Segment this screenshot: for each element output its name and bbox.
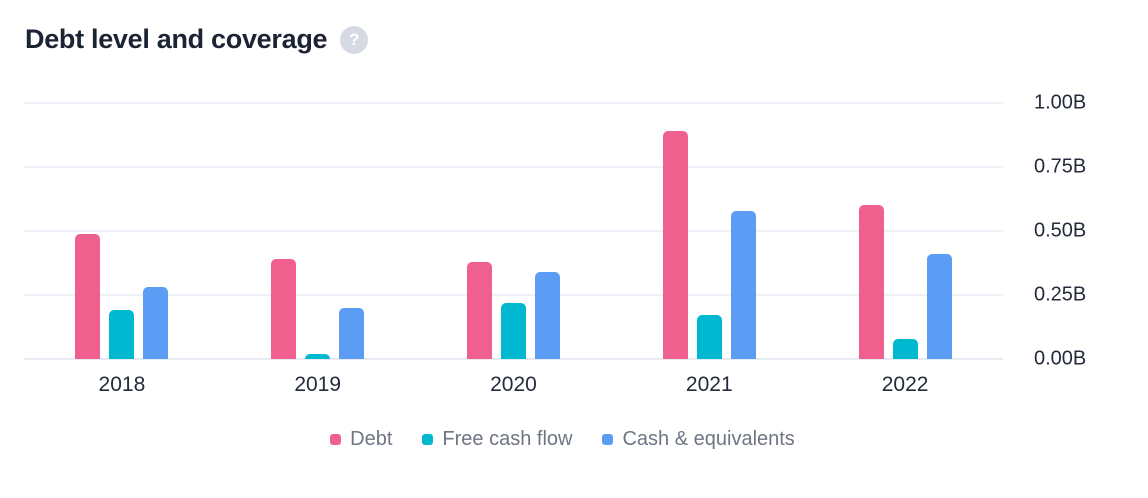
legend-label-cash-equivalents: Cash & equivalents <box>622 428 795 450</box>
legend-label-debt: Debt <box>350 428 393 450</box>
bar-cash-equivalents-2019[interactable] <box>339 307 365 359</box>
y-axis-labels: 1.00B 0.75B 0.50B 0.25B 0.00B <box>1034 92 1144 370</box>
bar-debt-2022[interactable] <box>858 205 884 359</box>
help-icon[interactable]: ? <box>340 25 369 54</box>
x-tick-2019: 2019 <box>294 373 342 396</box>
legend-item-free-cash-flow[interactable]: Free cash flow <box>422 428 572 451</box>
legend-swatch-debt <box>330 434 342 445</box>
y-tick-0-25b: 0.25B <box>1034 283 1087 306</box>
x-tick-2022: 2022 <box>881 373 929 396</box>
legend-swatch-cash-equivalents <box>602 434 614 445</box>
bar-free-cash-flow-2020[interactable] <box>500 302 526 359</box>
chart-title: Debt level and coverage <box>25 24 328 54</box>
gridline <box>24 166 1003 168</box>
bar-slot-2021 <box>611 103 807 359</box>
bar-free-cash-flow-2022[interactable] <box>892 338 918 359</box>
legend-item-debt[interactable]: Debt <box>330 428 392 451</box>
bar-slot-2019 <box>220 103 416 359</box>
legend-label-free-cash-flow: Free cash flow <box>442 428 573 450</box>
bar-debt-2020[interactable] <box>466 261 492 359</box>
x-tick-2021: 2021 <box>685 373 733 396</box>
bar-debt-2019[interactable] <box>271 259 297 359</box>
chart-legend: Debt Free cash flow Cash & equivalents <box>0 428 1125 451</box>
gridline-baseline <box>24 358 1003 360</box>
y-tick-0-75b: 0.75B <box>1034 155 1087 178</box>
bar-free-cash-flow-2019[interactable] <box>305 353 331 359</box>
chart-header: Debt level and coverage ? <box>25 24 369 55</box>
bar-group-2018 <box>75 103 169 359</box>
y-tick-0-50b: 0.50B <box>1034 219 1087 242</box>
bar-group-2022 <box>858 103 952 359</box>
bar-debt-2021[interactable] <box>662 131 688 359</box>
bar-cash-equivalents-2021[interactable] <box>730 210 756 359</box>
bar-group-2019 <box>271 103 365 359</box>
chart-plot-area <box>24 102 1003 360</box>
bar-group-2020 <box>466 103 560 359</box>
bar-slot-2022 <box>807 103 1003 359</box>
legend-item-cash-equivalents[interactable]: Cash & equivalents <box>602 428 795 451</box>
legend-swatch-free-cash-flow <box>422 434 434 445</box>
bar-cash-equivalents-2018[interactable] <box>143 287 169 359</box>
x-tick-2018: 2018 <box>98 373 146 396</box>
gridline <box>24 230 1003 232</box>
gridline <box>24 102 1003 104</box>
bar-debt-2018[interactable] <box>75 233 101 359</box>
bar-slot-2018 <box>24 103 220 359</box>
bar-cash-equivalents-2020[interactable] <box>534 271 560 359</box>
bar-slot-2020 <box>416 103 612 359</box>
x-axis-labels: 2018 2019 2020 2021 2022 <box>24 373 1003 397</box>
x-tick-2020: 2020 <box>490 373 537 396</box>
y-tick-1-00b: 1.00B <box>1034 91 1087 114</box>
bar-free-cash-flow-2021[interactable] <box>696 315 722 359</box>
bar-group-2021 <box>662 103 756 359</box>
gridline <box>24 294 1003 296</box>
bar-free-cash-flow-2018[interactable] <box>109 310 135 359</box>
bar-slots <box>24 103 1003 359</box>
bar-cash-equivalents-2022[interactable] <box>926 254 952 359</box>
y-tick-0-00b: 0.00B <box>1034 347 1087 370</box>
